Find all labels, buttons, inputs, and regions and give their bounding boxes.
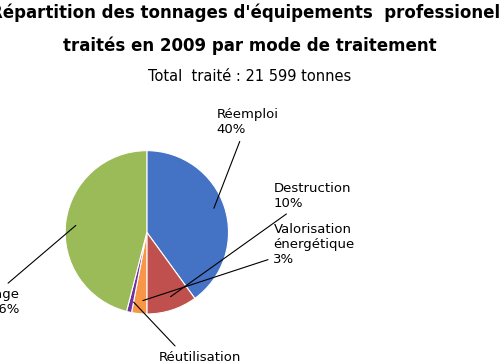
Wedge shape — [147, 151, 228, 298]
Text: Répartition des tonnages d'équipements  professionels: Répartition des tonnages d'équipements p… — [0, 4, 500, 22]
Wedge shape — [147, 232, 195, 314]
Text: Réemploi
40%: Réemploi 40% — [214, 108, 278, 208]
Wedge shape — [126, 232, 147, 313]
Text: Total  traité : 21 599 tonnes: Total traité : 21 599 tonnes — [148, 69, 352, 84]
Wedge shape — [132, 232, 147, 314]
Text: Destruction
10%: Destruction 10% — [170, 182, 351, 297]
Text: Recyclage
46%: Recyclage 46% — [0, 225, 76, 316]
Wedge shape — [65, 151, 147, 311]
Text: Réutilisation
de pièces
1%: Réutilisation de pièces 1% — [134, 302, 241, 363]
Text: traités en 2009 par mode de traitement: traités en 2009 par mode de traitement — [63, 36, 437, 55]
Text: Valorisation
énergétique
3%: Valorisation énergétique 3% — [143, 223, 354, 301]
